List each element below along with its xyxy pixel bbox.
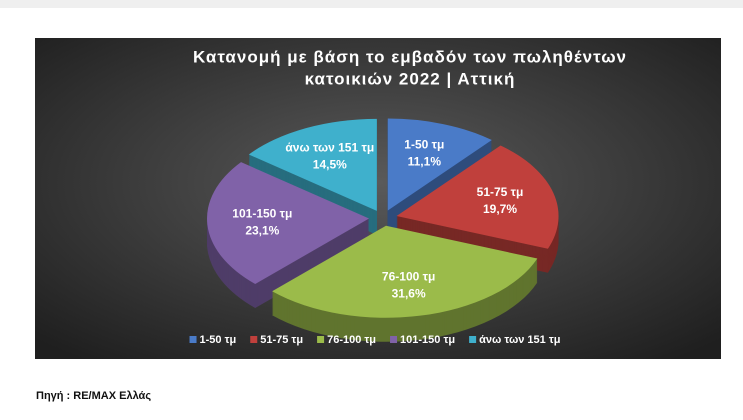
legend-item: 76-100 τμ [317, 334, 376, 346]
slice-category-label: 76-100 τμ [382, 269, 435, 283]
legend-label: 101-150 τμ [400, 334, 455, 346]
legend-label: 1-50 τμ [200, 334, 237, 346]
legend-item: 1-50 τμ [189, 334, 237, 346]
slice [207, 162, 370, 284]
legend-item: άνω των 151 τμ [469, 334, 560, 346]
slice-category-label: 1-50 τμ [404, 138, 444, 152]
slice [248, 118, 377, 211]
legend-swatch [390, 336, 398, 343]
slice-value-label: 19,7% [483, 202, 517, 216]
legend-label: άνω των 151 τμ [479, 334, 560, 346]
legend-swatch [317, 336, 325, 343]
slice [272, 225, 538, 318]
slice-value-label: 31,6% [392, 286, 426, 300]
slice [387, 118, 492, 211]
legend: 1-50 τμ 51-75 τμ 76-100 τμ 101-150 τμ άνω τω… [189, 334, 560, 346]
legend-swatch [189, 336, 197, 343]
slice [396, 145, 559, 249]
slice-category-label: άνω των 151 τμ [285, 141, 374, 155]
pie: 1-50 τμ 11,1% 51-75 τμ 19,7% 76-100 τμ 31,6% 1… [207, 118, 559, 342]
legend-label: 51-75 τμ [260, 334, 303, 346]
chart-title: κατοικιών 2022 | Αττική [305, 69, 516, 88]
legend-label: 76-100 τμ [327, 334, 376, 346]
source: Πηγή : RE/MAX Ελλάς [36, 390, 151, 402]
slice-category-label: 51-75 τμ [477, 185, 524, 199]
legend-swatch [250, 336, 258, 343]
top-bar [0, 0, 743, 8]
legend-item: 101-150 τμ [390, 334, 455, 346]
slice-value-label: 11,1% [408, 155, 442, 169]
slice-value-label: 14,5% [313, 158, 347, 172]
slice-value-label: 23,1% [245, 224, 279, 238]
slice-category-label: 101-150 τμ [232, 207, 292, 221]
legend-item: 51-75 τμ [250, 334, 303, 346]
legend-swatch [469, 336, 477, 343]
chart-title: Κατανομή με βάση το εμβαδόν των πωληθέντ… [193, 47, 627, 66]
